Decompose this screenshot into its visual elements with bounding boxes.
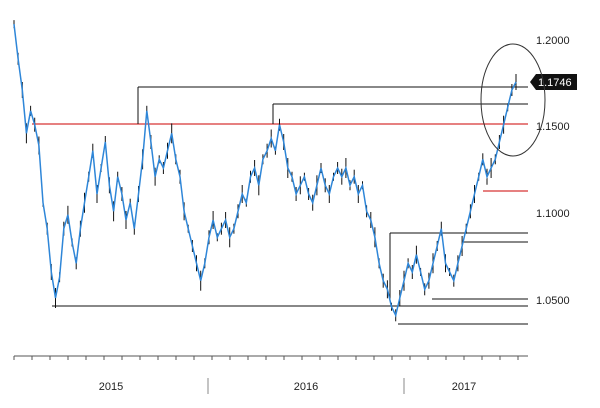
highlight-circle [480,43,546,157]
x-tick-label-1: 2015 [99,381,123,393]
y-tick-label-1: 1.2000 [536,35,570,47]
range-line-1 [389,232,528,300]
annotation-lines [32,86,528,325]
last-value-callout: 1.1746 [530,74,577,90]
y-tick-label-2: 1.1500 [536,121,570,133]
y-tick-label-4: 1.0500 [536,295,570,307]
last-value-callout-box [530,74,577,90]
price-series [13,20,517,322]
price-line [13,24,517,318]
y-axis: 1.2000 1.1500 1.1000 1.0500 [536,35,570,307]
x-tick-label-2: 2016 [294,381,318,393]
last-value-label: 1.1746 [538,77,572,89]
x-tick-label-3: 2017 [452,381,476,393]
resistance-line-1 [137,86,528,124]
resistance-line-2 [272,103,528,124]
y-tick-label-3: 1.1000 [536,208,570,220]
x-axis: 2015 2016 2017 [13,355,528,394]
